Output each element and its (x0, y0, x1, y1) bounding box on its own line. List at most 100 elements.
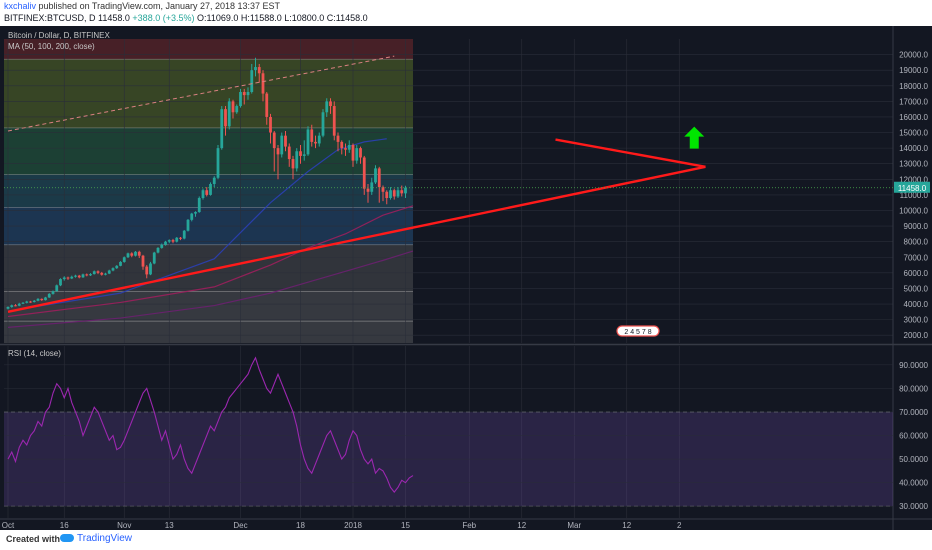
dashed-trendline (7, 55, 395, 132)
candle-body (167, 240, 171, 242)
price-tick-label: 17000.0 (899, 97, 928, 106)
price-chart[interactable]: 2000.0 3000.0 4000.0 5000.0 6000.0 7000.0 8000… (0, 26, 932, 530)
publish-line: kxchaliv published on TradingView.com, J… (4, 1, 280, 11)
ma-200-line (7, 250, 414, 329)
candle-body (55, 285, 59, 292)
price-tick-label: 6000.0 (904, 269, 929, 278)
publish-header: kxchaliv published on TradingView.com, J… (0, 0, 932, 26)
candle-body (276, 148, 280, 155)
time-tick-label: 12 (517, 521, 526, 530)
candle-body (194, 212, 197, 214)
event-marker-label: 2 4 5 7 8 (624, 329, 651, 336)
time-tick-label: 12 (622, 521, 631, 530)
tradingview-brand[interactable]: TradingView (60, 533, 132, 544)
rsi-tick-label: 40.0000 (899, 479, 928, 488)
trendlines[interactable] (7, 55, 706, 313)
candle-body (344, 148, 347, 150)
price-tick-label: 18000.0 (899, 82, 928, 91)
price-axis[interactable]: 2000.0 3000.0 4000.0 5000.0 6000.0 7000.0 8000… (4, 51, 930, 341)
time-axis[interactable]: Oct 16 Nov 13 Dec 18 2018 15 Feb 12 Mar 12 2 (0, 518, 932, 530)
triangle-trendline (7, 165, 706, 313)
candle-body (396, 190, 400, 197)
price-tick-label: 9000.0 (904, 222, 929, 231)
candle-body (314, 141, 317, 144)
candle-body (250, 70, 254, 93)
candle-body (40, 298, 44, 301)
candle-body (261, 73, 265, 94)
candle-body (321, 112, 325, 136)
candle-body (310, 129, 314, 142)
candle-body (70, 276, 74, 279)
time-tick-label: Nov (117, 521, 131, 530)
candle-body (59, 279, 62, 286)
green-up-arrow-icon (684, 126, 705, 149)
author-link[interactable]: kxchaliv (4, 1, 37, 11)
candle-body (359, 148, 362, 158)
price-tick-label: 20000.0 (899, 51, 928, 60)
candle-body (216, 148, 220, 178)
candle-body (81, 274, 85, 278)
price-tick-label: 11000.0 (900, 191, 929, 200)
candle-body (96, 271, 100, 273)
price-tick-label: 14000.0 (899, 144, 928, 153)
candle-body (29, 301, 32, 303)
published-text: published on TradingView.com, January 27… (38, 1, 281, 11)
candle-body (306, 129, 310, 155)
candle-body (62, 277, 66, 280)
candle-body (32, 300, 36, 302)
ohlc-detail: O:11069.0 H:11588.0 L:10800.0 C:11458.0 (196, 13, 368, 23)
candle-body (242, 92, 246, 96)
rsi-line (7, 356, 414, 493)
event-marker-pill (616, 325, 660, 337)
candle-body (239, 92, 242, 107)
candle-body (284, 135, 287, 147)
candle-body (362, 157, 366, 189)
candle-body (280, 135, 284, 155)
created-with-text: Created with (6, 534, 61, 544)
candle-body (209, 183, 212, 195)
candle-body (325, 101, 329, 113)
price-tick-label: 2000.0 (904, 331, 929, 340)
rsi-pane[interactable]: 30.0000 40.0000 50.0000 60.0000 70.0000 80.00… (4, 356, 929, 511)
candle-body (201, 190, 205, 199)
last-price-tag-label: 11458.0 (898, 184, 927, 193)
change-text: +388.0 (+3.5%) (132, 13, 195, 23)
rsi-tick-label: 60.0000 (899, 432, 928, 441)
candle-body (220, 109, 224, 149)
candle-body (370, 182, 374, 192)
price-tick-label: 15000.0 (899, 129, 928, 138)
tradingview-cloud-icon (60, 534, 74, 543)
candle-body (385, 191, 389, 199)
candle-body (224, 109, 227, 127)
event-marker[interactable]: 2 4 5 7 8 (616, 325, 660, 337)
candle-body (269, 116, 272, 133)
candle-body (235, 106, 239, 113)
price-tick-label: 10000.0 (899, 206, 928, 215)
price-tick-label: 4000.0 (904, 300, 929, 309)
candle-body (134, 251, 137, 256)
candle-body (25, 301, 29, 303)
candle-body (36, 298, 40, 301)
candle-body (231, 101, 235, 113)
candle-body (164, 241, 167, 245)
rsi-tick-label: 30.0000 (899, 502, 928, 511)
price-tick-label: 5000.0 (904, 284, 929, 293)
candle-body (126, 253, 130, 258)
rsi-tick-label: 80.0000 (899, 384, 928, 393)
candle-body (186, 219, 190, 231)
candle-body (381, 187, 385, 192)
candle-body (77, 275, 81, 278)
time-tick-label: 15 (401, 521, 410, 530)
fib-retracement (4, 39, 413, 343)
candle-body (6, 306, 10, 309)
candle-body (107, 270, 111, 274)
ma-legend: MA (50, 100, 200, close) (8, 42, 95, 51)
candle-body (287, 146, 291, 160)
candle-body (145, 266, 149, 275)
fib-band (4, 59, 413, 128)
fib-band (4, 291, 413, 343)
time-tick-label: 2018 (344, 521, 362, 530)
candle-body (119, 261, 122, 266)
candle-body (74, 275, 77, 277)
candle-body (197, 198, 201, 213)
